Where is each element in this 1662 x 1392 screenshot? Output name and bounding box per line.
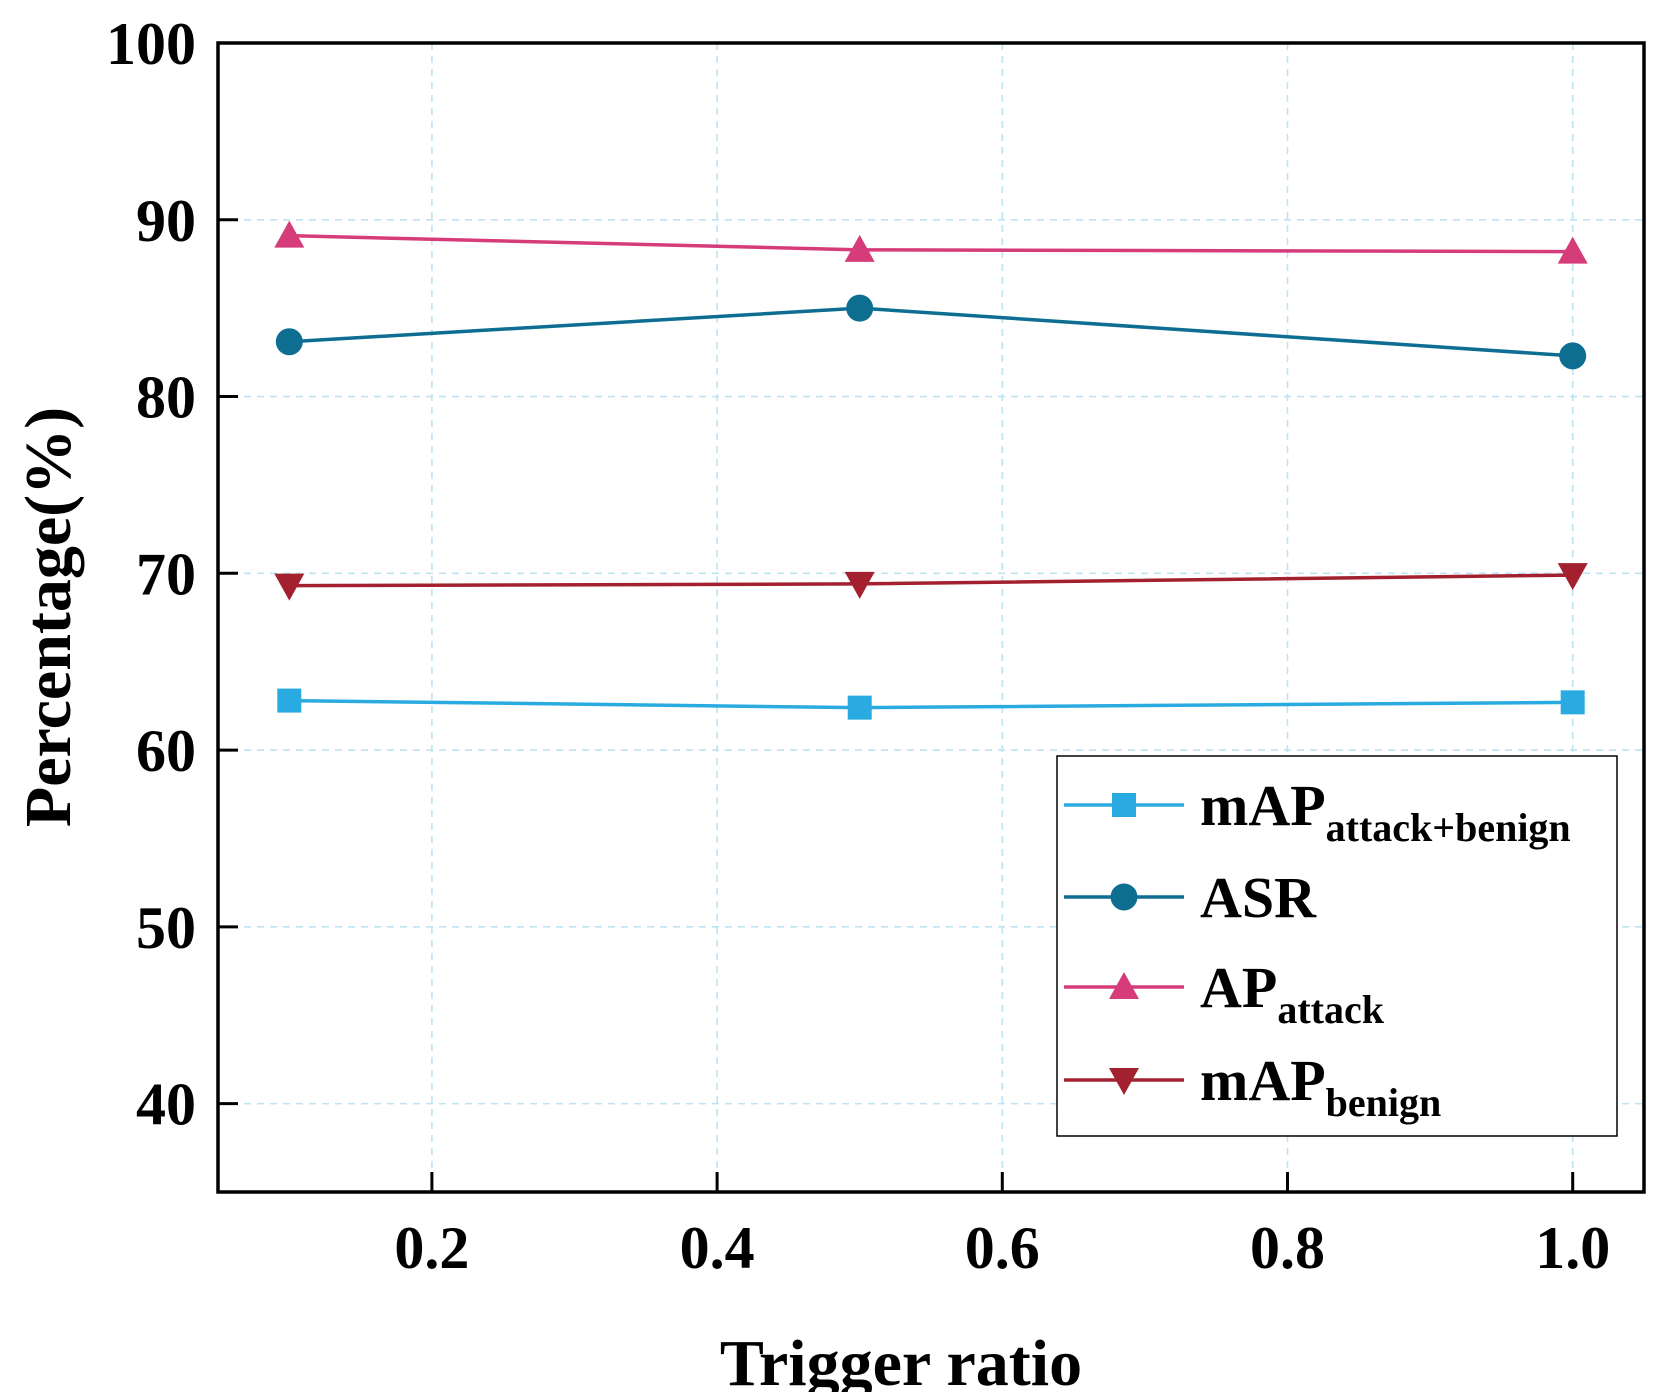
y-tick-label: 60 [136,718,196,784]
y-tick-label: 80 [136,365,196,431]
ticks [218,41,1575,1192]
legend-label-base: AP [1200,955,1277,1020]
series-3 [274,563,1588,601]
legend-label: APattack [1200,955,1385,1032]
x-tick-label: 0.4 [680,1215,755,1281]
triangle-down-marker [1109,1068,1139,1095]
square-marker [1112,793,1136,817]
legend-label-subscript: attack+benign [1326,805,1571,850]
triangle-down-marker [1557,563,1588,591]
x-tick-label: 0.6 [965,1215,1040,1281]
triangle-up-marker [1109,972,1139,999]
triangle-up-marker [1557,236,1588,264]
legend-label-subscript: benign [1326,1080,1442,1125]
series-1 [275,294,1587,370]
triangle-up-marker [844,234,875,262]
series-line [289,698,1573,710]
series-line [289,573,1573,588]
x-tick-label: 0.8 [1250,1215,1325,1281]
series-layer [274,220,1588,720]
square-marker [1560,690,1585,715]
series-line [289,306,1573,358]
y-tick-label: 50 [136,895,196,961]
square-marker [277,688,302,713]
legend-item-2: APattack [1064,955,1385,1032]
triangle-up-marker [274,220,305,248]
y-axis-title: Percentage(%) [12,407,85,827]
legend-label-subscript: attack [1277,987,1384,1032]
x-tick-label: 0.2 [394,1215,469,1281]
legend-label: mAPbenign [1200,1048,1441,1125]
y-tick-label: 40 [136,1072,196,1138]
circle-marker [275,328,303,356]
x-tick-label: 1.0 [1535,1215,1610,1281]
legend-item-1: ASR [1064,865,1317,930]
square-marker [847,695,872,720]
legend-label-base: mAP [1200,1048,1326,1113]
circle-marker [1110,883,1138,911]
legend-box [1056,755,1618,1137]
y-tick-label: 70 [136,541,196,607]
triangle-down-marker [274,573,305,601]
legend-item-0: mAPattack+benign [1064,773,1571,850]
triangle-down-marker [844,571,875,599]
legend-label-base: mAP [1200,773,1326,838]
legend-label-base: ASR [1200,865,1317,930]
legend-item-3: mAPbenign [1064,1048,1441,1125]
circle-marker [846,294,874,322]
circle-marker [1559,342,1587,370]
legend-label: mAPattack+benign [1200,773,1571,850]
legend-label: ASR [1200,865,1317,930]
plot-frame [216,41,1646,1194]
y-tick-label: 90 [136,188,196,254]
x-axis-title: Trigger ratio [720,1327,1082,1392]
tick-labels: 0.2 0.4 0.6 0.8 1.0 40 50 60 70 80 90 100 [106,11,1610,1281]
series-0 [277,688,1585,720]
y-tick-label: 100 [106,11,196,77]
series-2 [274,220,1588,264]
series-line [289,233,1573,254]
